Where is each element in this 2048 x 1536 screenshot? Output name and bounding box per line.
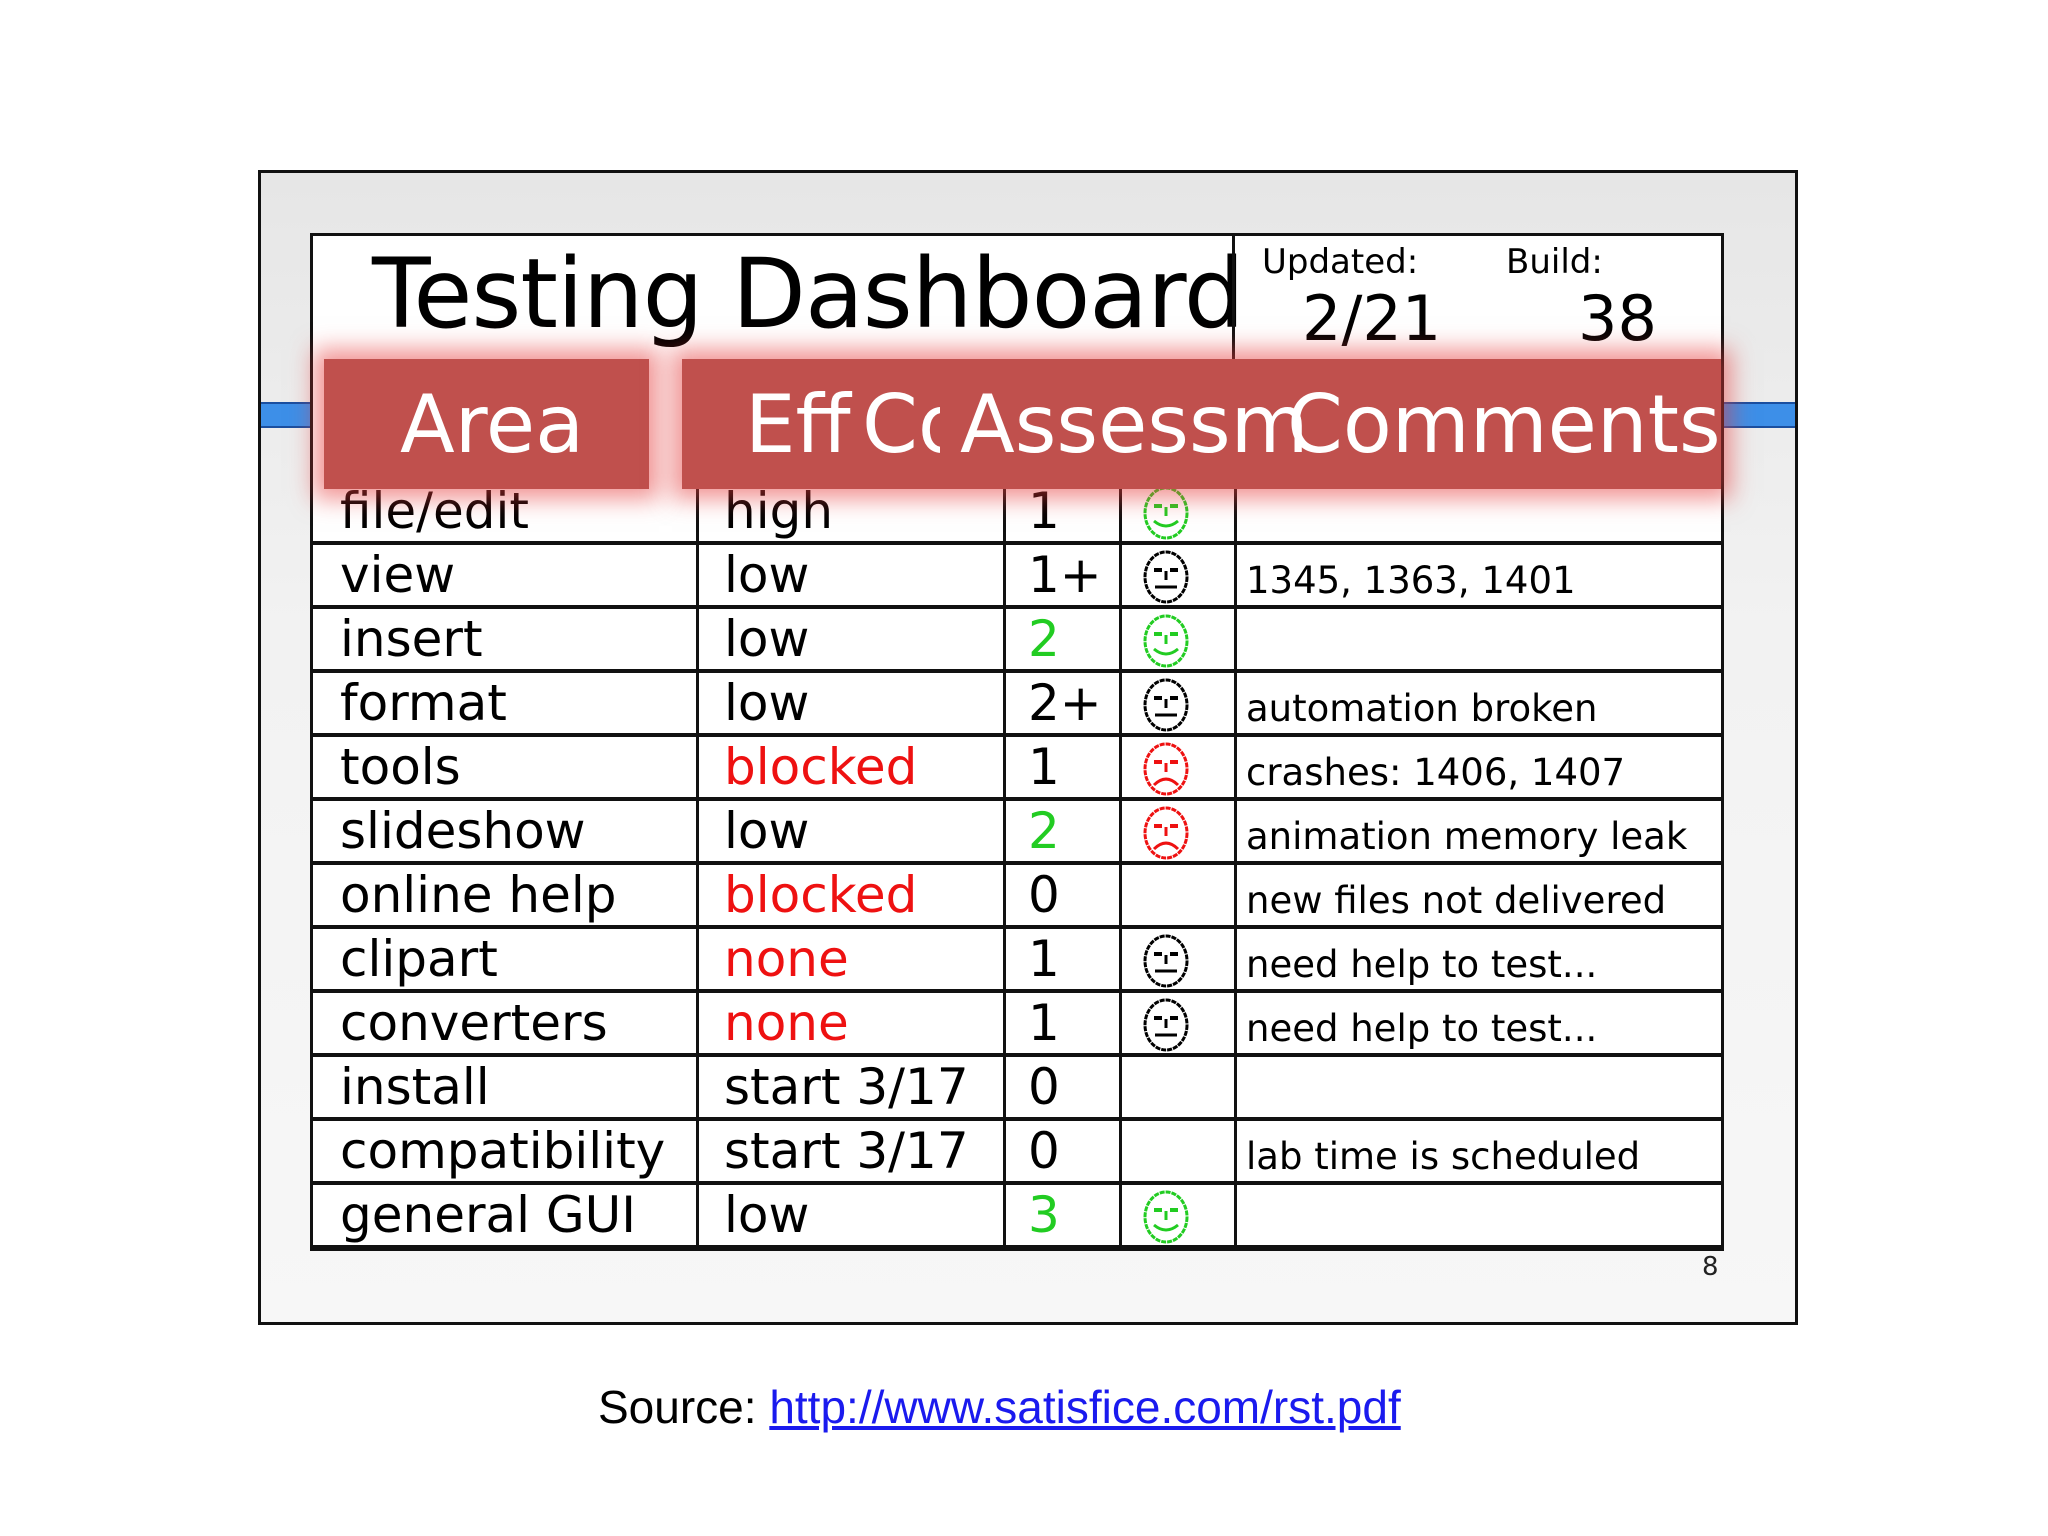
effort-cell: low [724, 610, 810, 668]
column-divider [1003, 481, 1006, 1245]
comment-cell: animation memory leak [1246, 815, 1688, 858]
table-row: general GUI low 3 [310, 1185, 1721, 1249]
area-cell: format [340, 674, 507, 732]
area-cell: install [340, 1058, 490, 1116]
area-cell: file/edit [340, 482, 529, 540]
neutral-face-icon [1138, 933, 1194, 989]
column-divider [696, 481, 699, 1245]
effort-cell: start 3/17 [724, 1058, 969, 1116]
header-area-box [324, 359, 649, 489]
comment-cell: automation broken [1246, 687, 1598, 730]
updated-value: 2/21 [1302, 282, 1442, 355]
table-row: tools blocked 1 crashes: 1406, 1407 [310, 737, 1721, 801]
column-divider [1119, 481, 1122, 1245]
header-area: Area [400, 378, 585, 471]
build-label: Build: [1506, 242, 1603, 282]
coverage-cell: 1 [1028, 482, 1060, 540]
comment-cell: lab time is scheduled [1246, 1135, 1641, 1178]
comment-cell: new files not delivered [1246, 879, 1667, 922]
effort-cell: none [724, 930, 849, 988]
coverage-cell: 1 [1028, 930, 1060, 988]
coverage-cell: 0 [1028, 1122, 1060, 1180]
source-label: Source: [598, 1381, 770, 1433]
coverage-cell: 1+ [1028, 546, 1102, 604]
effort-cell: blocked [724, 738, 918, 796]
happy-face-icon [1138, 613, 1194, 669]
header-effort: Eff [745, 378, 851, 471]
sad-face-icon [1138, 741, 1194, 797]
area-cell: clipart [340, 930, 498, 988]
area-cell: view [340, 546, 456, 604]
effort-cell: low [724, 546, 810, 604]
coverage-cell: 1 [1028, 738, 1060, 796]
coverage-cell: 2 [1028, 802, 1060, 860]
page-number: 8 [1702, 1252, 1719, 1282]
updated-label: Updated: [1262, 242, 1419, 282]
table-row: compatibility start 3/17 0 lab time is sche… [310, 1121, 1721, 1185]
effort-cell: start 3/17 [724, 1122, 969, 1180]
neutral-face-icon [1138, 677, 1194, 733]
coverage-cell: 2 [1028, 610, 1060, 668]
coverage-cell: 0 [1028, 1058, 1060, 1116]
effort-cell: high [724, 482, 834, 540]
table-row: clipart none 1 need help to test... [310, 929, 1721, 993]
dashboard-title: Testing Dashboard [372, 238, 1245, 350]
title-divider [1232, 233, 1235, 363]
header-comments: Comments [1287, 378, 1721, 471]
comment-cell: need help to test... [1246, 943, 1598, 986]
area-cell: compatibility [340, 1122, 666, 1180]
header-assessment: Assessm [960, 378, 1309, 471]
area-cell: online help [340, 866, 617, 924]
coverage-cell: 1 [1028, 994, 1060, 1052]
table-row: online help blocked 0 new files not deliver… [310, 865, 1721, 929]
neutral-face-icon [1138, 997, 1194, 1053]
comment-cell: crashes: 1406, 1407 [1246, 751, 1626, 794]
coverage-cell: 2+ [1028, 674, 1102, 732]
effort-cell: none [724, 994, 849, 1052]
source-line: Source: http://www.satisfice.com/rst.pdf [598, 1380, 1401, 1434]
table-row: file/edit high 1 [310, 481, 1721, 545]
effort-cell: low [724, 1186, 810, 1244]
table-row: install start 3/17 0 [310, 1057, 1721, 1121]
build-value: 38 [1578, 282, 1657, 355]
column-divider [1234, 481, 1237, 1245]
comment-cell: 1345, 1363, 1401 [1246, 559, 1576, 602]
source-link[interactable]: http://www.satisfice.com/rst.pdf [769, 1381, 1401, 1433]
assessment-cell [1138, 1125, 1194, 1181]
table-row: insert low 2 [310, 609, 1721, 673]
effort-cell: low [724, 802, 810, 860]
happy-face-icon [1138, 485, 1194, 541]
assessment-cell [1138, 1061, 1194, 1117]
neutral-face-icon [1138, 549, 1194, 605]
coverage-cell: 3 [1028, 1186, 1060, 1244]
assessment-cell [1138, 869, 1194, 925]
table-row: slideshow low 2 animation memory leak [310, 801, 1721, 865]
area-cell: tools [340, 738, 461, 796]
comment-cell: need help to test... [1246, 1007, 1598, 1050]
effort-cell: blocked [724, 866, 918, 924]
happy-face-icon [1138, 1189, 1194, 1245]
area-cell: general GUI [340, 1186, 637, 1244]
effort-cell: low [724, 674, 810, 732]
area-cell: insert [340, 610, 483, 668]
header-band [682, 359, 1721, 489]
header-coverage: Co [862, 380, 940, 470]
table-row: converters none 1 need help to test... [310, 993, 1721, 1057]
area-cell: converters [340, 994, 608, 1052]
table-row: view low 1+ 1345, 1363, 1401 [310, 545, 1721, 609]
area-cell: slideshow [340, 802, 586, 860]
table-row: format low 2+ automation broken [310, 673, 1721, 737]
sad-face-icon [1138, 805, 1194, 861]
coverage-cell: 0 [1028, 866, 1060, 924]
